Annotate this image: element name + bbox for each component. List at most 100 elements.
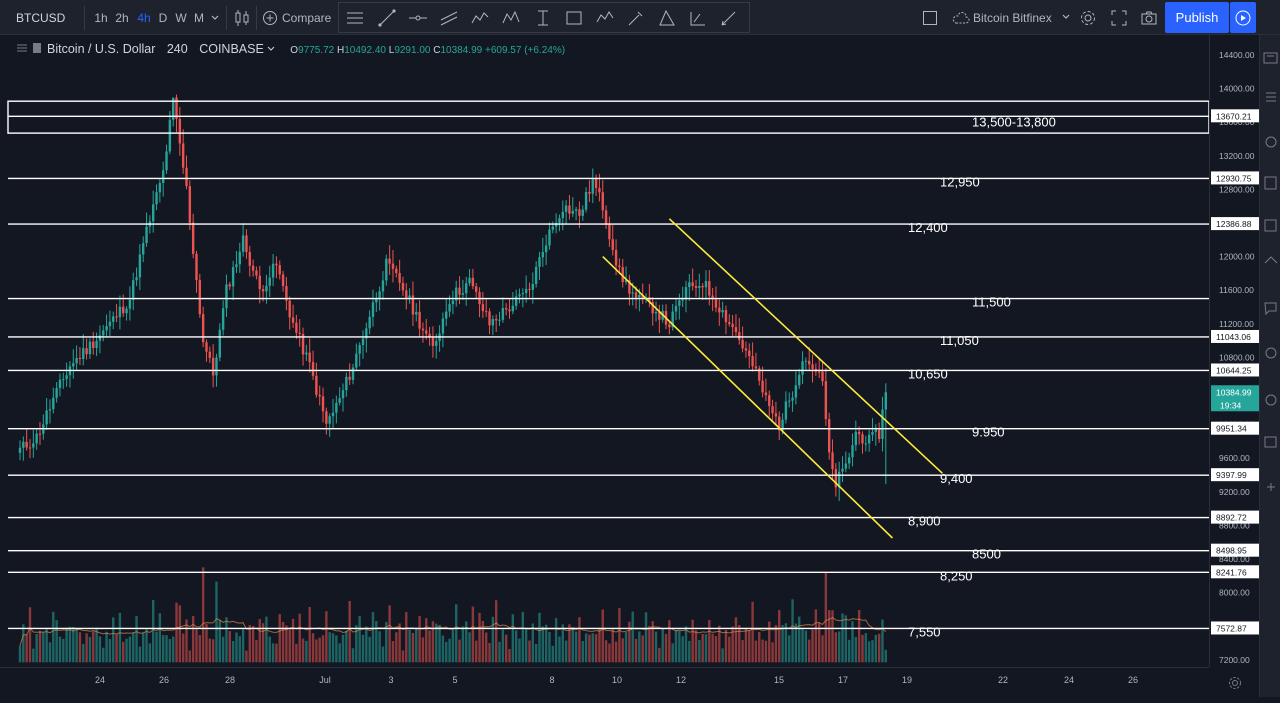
measure-tool[interactable] <box>529 6 557 30</box>
notifications-icon[interactable] <box>1264 436 1277 448</box>
menu-tool-button[interactable] <box>341 6 369 30</box>
watchlist-icon[interactable] <box>1263 52 1278 64</box>
candle-body <box>674 305 678 312</box>
layout-button[interactable] <box>916 5 944 31</box>
volume-bar <box>122 641 125 663</box>
symbol-search-input[interactable]: BTCUSD <box>16 11 66 25</box>
level-annotation: 7,550 <box>908 624 941 639</box>
time-axis[interactable]: 24 26 28 Jul 3 5 8 10 12 15 17 19 22 24 26 <box>0 667 1241 698</box>
volume-bar <box>138 646 142 663</box>
volume-bar <box>864 633 868 663</box>
price-tick: 11200.00 <box>1219 319 1254 329</box>
ideas-icon[interactable] <box>1264 256 1278 264</box>
volume-bar <box>361 634 365 663</box>
volume-bar <box>514 630 518 663</box>
candle-body <box>728 322 731 324</box>
volume-bar <box>831 610 834 663</box>
volume-bar <box>221 636 225 663</box>
candle-body <box>75 357 78 364</box>
timeframe-1h[interactable]: 1h <box>94 11 108 25</box>
volume-bar <box>488 643 491 663</box>
replay-button[interactable] <box>1230 2 1256 33</box>
candle-body <box>691 282 694 286</box>
price-tick: 10800.00 <box>1219 352 1255 362</box>
chart-style-button[interactable] <box>228 5 256 31</box>
timeframe-m[interactable]: M <box>194 11 204 25</box>
volume-bar <box>82 643 85 663</box>
forecast-tool[interactable] <box>653 6 681 30</box>
fullscreen-button[interactable] <box>1105 5 1133 31</box>
toolbar-divider <box>226 6 227 30</box>
alerts-icon[interactable] <box>1266 92 1276 102</box>
toolbar-divider <box>256 6 257 30</box>
chat-icon[interactable] <box>1264 302 1277 316</box>
streams-icon[interactable] <box>1265 347 1277 359</box>
candle-body <box>315 375 318 395</box>
gear-icon[interactable] <box>1228 676 1242 690</box>
volume-bar <box>308 607 311 663</box>
candle-body <box>498 319 501 321</box>
volume-bar <box>161 635 165 663</box>
volume-bar <box>608 643 611 663</box>
volume-bar <box>55 620 58 663</box>
price-tick: 8000.00 <box>1219 588 1250 598</box>
data-window-icon[interactable] <box>1265 136 1277 148</box>
right-sidebar-icons <box>1263 52 1278 491</box>
candle-body <box>155 192 158 205</box>
timeframe-w[interactable]: W <box>175 11 187 25</box>
candle-body <box>295 322 298 333</box>
candle-body <box>58 379 62 389</box>
cloud-icon <box>952 12 970 24</box>
candle-body <box>694 285 698 288</box>
pitchfork-tool[interactable] <box>466 6 494 30</box>
volume-bar <box>191 616 195 663</box>
calendar-icon[interactable] <box>1264 219 1277 232</box>
exchange-selector[interactable]: Bitcoin Bitfinex <box>952 6 1072 30</box>
level-annotation: 8,900 <box>908 514 941 529</box>
candle-body <box>758 368 761 381</box>
volume-bar <box>651 621 654 663</box>
path-tool[interactable] <box>684 6 712 30</box>
trend-line-tool[interactable] <box>373 6 401 30</box>
arrange-icon[interactable] <box>1267 483 1275 491</box>
parallel-channel-tool[interactable] <box>435 6 463 30</box>
hotlist-icon[interactable] <box>1264 176 1277 190</box>
volume-bar <box>345 630 348 663</box>
elliott-wave-tool[interactable] <box>591 6 619 30</box>
chart-legend: Bitcoin / U.S. Dollar 240 COINBASE O9775… <box>16 40 565 58</box>
pen-tool[interactable] <box>715 6 743 30</box>
volume-bar <box>368 636 371 663</box>
candle-body <box>788 400 791 402</box>
price-tick: 8400.00 <box>1219 554 1250 564</box>
volume-bar <box>385 621 388 663</box>
volume-bar <box>418 615 421 663</box>
rectangle-tool[interactable] <box>560 6 588 30</box>
volume-bar <box>275 643 278 663</box>
candle-body <box>308 352 311 363</box>
chevron-down-icon <box>267 46 275 51</box>
volume-bar <box>741 640 744 663</box>
timeframe-dropdown[interactable] <box>206 5 224 31</box>
volume-bar <box>115 634 118 663</box>
settings-button[interactable] <box>1074 5 1102 31</box>
help-icon[interactable] <box>1265 394 1277 406</box>
price-chart[interactable]: 13,500-13,800 12,950 12,400 11,500 11,050 10,… <box>0 35 1209 667</box>
volume-bar <box>814 609 818 663</box>
volume-bar <box>824 572 828 663</box>
brush-tool[interactable] <box>622 6 650 30</box>
pattern-icon <box>502 10 520 24</box>
volume-bar <box>445 641 448 663</box>
horizontal-line-tool[interactable] <box>404 6 432 30</box>
pattern-tool[interactable] <box>497 6 525 30</box>
timeframe-4h[interactable]: 4h <box>137 11 151 25</box>
publish-button[interactable]: Publish <box>1165 2 1229 33</box>
candle-body <box>138 254 142 278</box>
volume-bar <box>691 619 694 663</box>
candle-body <box>881 409 884 439</box>
timeframe-2h[interactable]: 2h <box>115 11 129 25</box>
compare-button[interactable]: Compare <box>262 6 331 30</box>
snapshot-button[interactable] <box>1135 5 1163 31</box>
price-axis[interactable]: 14400.0014000.0013600.0013200.0012800.00… <box>1209 35 1260 667</box>
timeframe-d[interactable]: D <box>158 11 168 25</box>
time-tick: 22 <box>998 675 1008 685</box>
